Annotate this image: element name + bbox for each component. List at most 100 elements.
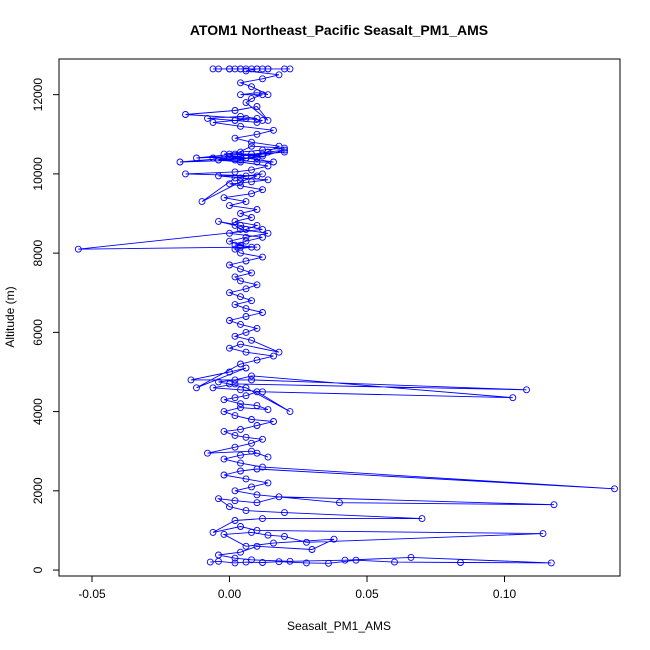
data-point [237, 400, 244, 408]
data-point [253, 526, 261, 534]
data-point [253, 154, 261, 162]
chart-title: ATOM1 Northeast_Pacific Seasalt_PM1_AMS [190, 22, 488, 38]
data-point [259, 309, 266, 316]
y-tick-label: 2000 [31, 477, 45, 504]
data-point [264, 406, 272, 414]
data-point [325, 559, 332, 567]
data-point [231, 241, 239, 249]
data-point [259, 150, 266, 158]
data-point [253, 499, 261, 507]
data-point [248, 214, 255, 221]
data-point [259, 233, 266, 241]
data-point [253, 130, 261, 138]
data-point [231, 107, 239, 114]
data-point [275, 71, 283, 79]
data-point [248, 336, 255, 344]
data-point [253, 243, 261, 251]
data-point [253, 65, 261, 73]
data-point [248, 439, 255, 447]
data-point [281, 532, 288, 540]
data-point [523, 386, 530, 394]
data-point [226, 229, 233, 237]
data-point [231, 497, 239, 505]
data-point [457, 559, 464, 566]
data-point [547, 559, 555, 567]
data-point [237, 225, 244, 233]
y-tick-label: 10000 [31, 157, 45, 191]
data-point [215, 378, 222, 386]
data-point [281, 65, 288, 73]
data-point [209, 154, 217, 162]
data-point [237, 277, 244, 285]
y-tick-label: 6000 [31, 319, 45, 346]
data-point [226, 65, 233, 73]
y-tick-label: 0 [31, 566, 45, 573]
y-axis: 0 2000 4000 6000 8000 10000 12000 [31, 78, 59, 573]
data-point [237, 152, 244, 160]
data-point [341, 556, 349, 564]
data-point [231, 116, 239, 124]
data-point [237, 340, 244, 348]
data-point [259, 388, 266, 396]
data-point [509, 394, 517, 402]
data-point [248, 138, 255, 146]
data-point [226, 380, 233, 388]
data-point [242, 328, 250, 336]
data-point [182, 170, 189, 178]
data-point [264, 176, 272, 184]
data-point [226, 202, 233, 210]
data-point [253, 206, 261, 213]
data-point [259, 186, 266, 194]
data-point [242, 305, 250, 313]
data-point [231, 559, 239, 567]
data-point [303, 559, 310, 567]
data-point [226, 261, 233, 269]
data-point [407, 553, 415, 561]
data-point [281, 148, 288, 156]
data-point [248, 142, 255, 150]
data-point [242, 348, 250, 356]
data-point [226, 503, 233, 511]
data-point [226, 154, 233, 162]
data-point [231, 487, 239, 495]
data-point [231, 65, 239, 73]
data-point [226, 317, 233, 324]
data-point [242, 257, 250, 265]
data-point [220, 530, 228, 538]
y-tick-label: 12000 [31, 78, 45, 112]
x-tick-label: 0.00 [218, 587, 242, 601]
data-point [248, 372, 255, 380]
data-point [237, 210, 244, 217]
data-point [220, 150, 228, 158]
data-point [281, 146, 288, 154]
data-point [270, 418, 277, 425]
data-point [226, 237, 233, 245]
data-point [275, 142, 283, 150]
data-point [237, 425, 244, 433]
data-point [275, 558, 283, 566]
data-point [226, 344, 233, 352]
data-point [253, 356, 261, 364]
data-point [253, 491, 261, 499]
data-point [231, 412, 239, 420]
data-point [275, 493, 283, 501]
data-point [253, 89, 261, 97]
y-tick-label: 8000 [31, 239, 45, 266]
data-point [248, 483, 255, 491]
x-tick-label: 0.10 [493, 587, 517, 601]
data-point [237, 65, 244, 73]
series-layer [74, 65, 618, 567]
data-point [242, 313, 250, 320]
data-point [226, 368, 233, 376]
data-point [237, 293, 244, 301]
data-point [215, 65, 222, 73]
data-point [248, 269, 255, 277]
data-point [237, 156, 244, 164]
data-point [259, 225, 266, 233]
data-point [264, 229, 272, 237]
data-point [264, 453, 272, 461]
data-point [237, 241, 244, 249]
data-point [237, 265, 244, 273]
data-point [248, 243, 255, 251]
data-point [242, 237, 250, 245]
